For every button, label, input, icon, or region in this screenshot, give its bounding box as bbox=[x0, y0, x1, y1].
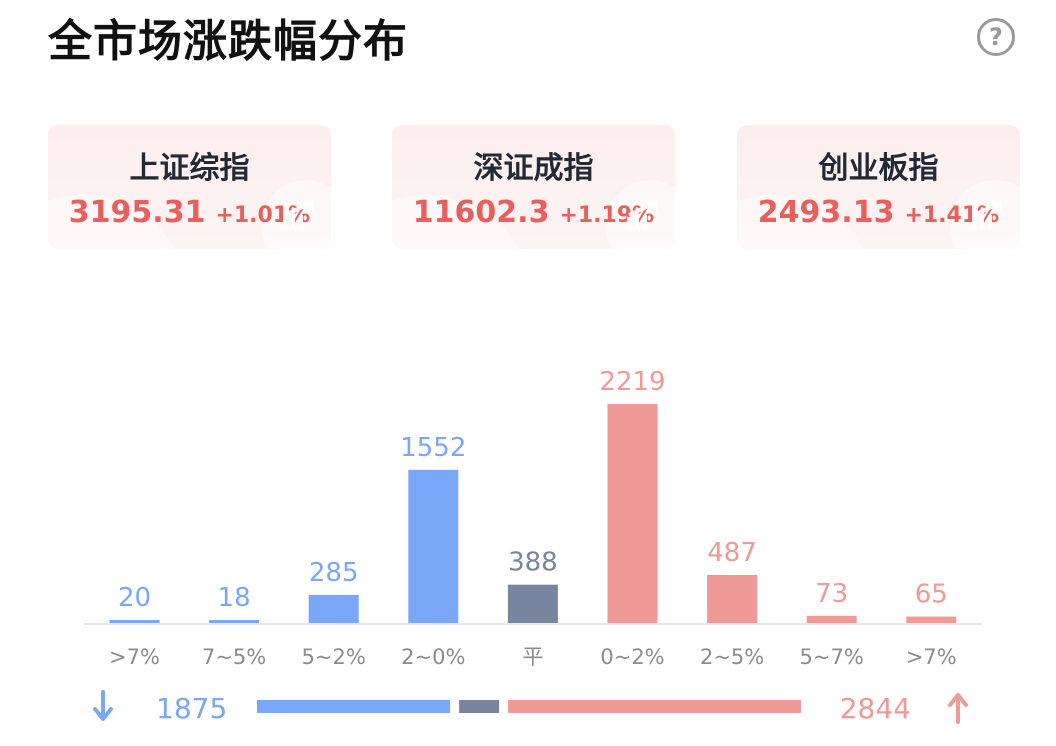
bar-value-label: 65 bbox=[915, 580, 948, 610]
bar bbox=[906, 616, 957, 623]
x-tick-label: >7% bbox=[906, 645, 957, 669]
index-value: 11602.3 bbox=[412, 195, 550, 230]
bar bbox=[707, 574, 758, 623]
page-title: 全市场涨跌幅分布 bbox=[48, 16, 408, 67]
bar-value-label: 285 bbox=[309, 558, 359, 588]
index-card-shanghai[interactable]: 上证综指 3195.31 +1.01% bbox=[48, 125, 331, 249]
trend-up-icon bbox=[627, 201, 657, 229]
index-name: 创业板指 bbox=[818, 151, 939, 186]
x-tick-label: 2~0% bbox=[401, 645, 465, 669]
trend-up-icon bbox=[283, 201, 313, 229]
bar bbox=[408, 469, 459, 623]
x-tick-label: 5~7% bbox=[800, 645, 864, 669]
x-tick-label: >7% bbox=[109, 645, 160, 669]
bar bbox=[806, 615, 857, 623]
index-card-shenzhen[interactable]: 深证成指 11602.3 +1.19% bbox=[392, 125, 675, 249]
arrow-down-icon bbox=[93, 690, 113, 721]
bar bbox=[109, 620, 160, 623]
up-count: 2844 bbox=[840, 692, 911, 725]
bar bbox=[607, 404, 658, 623]
help-icon[interactable]: ? bbox=[977, 18, 1015, 56]
flat-proportion-bar bbox=[459, 700, 500, 713]
x-tick-label: 7~5% bbox=[202, 645, 266, 669]
bar bbox=[507, 584, 558, 623]
index-value: 2493.13 bbox=[757, 195, 895, 230]
bar-value-label: 1552 bbox=[400, 433, 466, 463]
bar bbox=[209, 620, 260, 623]
index-card-chinext[interactable]: 创业板指 2493.13 +1.41% bbox=[737, 125, 1020, 249]
bar bbox=[308, 594, 359, 623]
trend-up-icon bbox=[972, 201, 1002, 229]
arrow-up-icon bbox=[948, 693, 968, 724]
x-tick-label: 0~2% bbox=[600, 645, 664, 669]
up-proportion-bar bbox=[508, 700, 801, 713]
index-value: 3195.31 bbox=[68, 195, 206, 230]
bar-value-label: 2219 bbox=[599, 367, 665, 397]
bar-value-label: 73 bbox=[815, 579, 848, 609]
x-tick-label: 2~5% bbox=[700, 645, 764, 669]
bar-value-label: 20 bbox=[118, 583, 151, 613]
x-tick-label: 平 bbox=[522, 645, 543, 669]
bar-value-label: 388 bbox=[508, 548, 558, 578]
down-proportion-bar bbox=[257, 700, 451, 713]
x-tick-label: 5~2% bbox=[302, 645, 366, 669]
index-name: 深证成指 bbox=[473, 151, 594, 186]
index-name: 上证综指 bbox=[129, 151, 250, 186]
bar-value-label: 487 bbox=[707, 538, 757, 568]
down-count: 1875 bbox=[156, 692, 227, 725]
bar-value-label: 18 bbox=[218, 583, 251, 613]
